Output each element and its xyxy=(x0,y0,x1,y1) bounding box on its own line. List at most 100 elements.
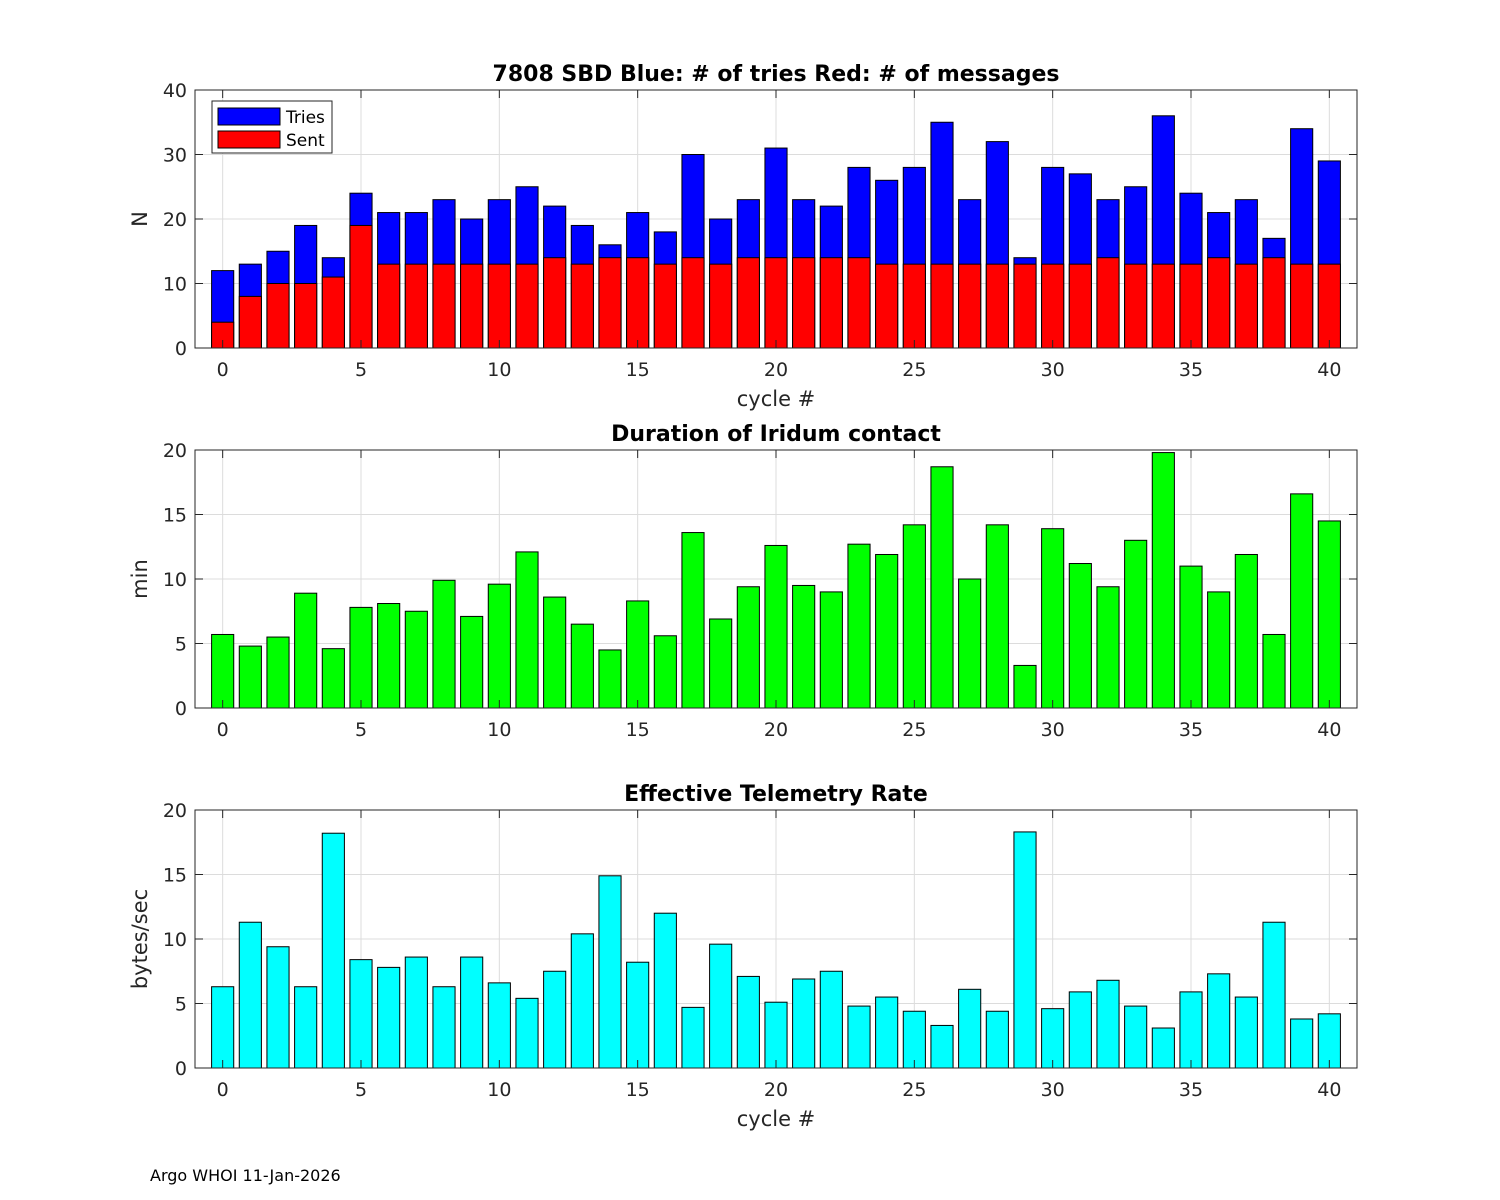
y-tick-label: 20 xyxy=(163,209,187,231)
x-axis-label: cycle # xyxy=(737,1107,816,1131)
y-tick-label: 30 xyxy=(163,145,187,167)
bar-duration-34 xyxy=(1151,452,1175,709)
bar-sent-34 xyxy=(1151,263,1175,349)
x-tick-label: 35 xyxy=(1179,359,1203,381)
x-tick-label: 30 xyxy=(1041,1079,1065,1101)
bar-rate-34 xyxy=(1151,1027,1175,1069)
bar-sent-13 xyxy=(570,263,594,349)
y-tick-label: 20 xyxy=(163,800,187,822)
bar-duration-21 xyxy=(792,584,816,709)
legend-label-tries: Tries xyxy=(285,108,325,128)
footer-credit: Argo WHOI 11-Jan-2026 xyxy=(150,1166,341,1185)
bar-sent-7 xyxy=(404,263,428,349)
x-tick-label: 5 xyxy=(355,1079,367,1101)
y-axis-label: bytes/sec xyxy=(128,889,152,989)
bar-duration-33 xyxy=(1124,539,1148,709)
bar-duration-6 xyxy=(377,603,401,709)
bar-sent-2 xyxy=(266,283,290,349)
bar-duration-36 xyxy=(1207,591,1231,709)
bar-duration-22 xyxy=(819,591,843,709)
y-tick-label: 0 xyxy=(175,698,187,720)
y-tick-label: 15 xyxy=(163,865,187,887)
bar-duration-26 xyxy=(930,466,954,709)
bar-duration-39 xyxy=(1290,493,1314,709)
bar-rate-28 xyxy=(985,1010,1009,1069)
bar-rate-14 xyxy=(598,875,622,1069)
bar-rate-36 xyxy=(1207,973,1231,1069)
bar-duration-20 xyxy=(764,544,788,709)
x-tick-label: 10 xyxy=(487,719,511,741)
bar-duration-4 xyxy=(321,648,345,709)
bar-duration-5 xyxy=(349,606,373,709)
y-tick-label: 0 xyxy=(175,1058,187,1080)
x-tick-label: 20 xyxy=(764,719,788,741)
bar-rate-20 xyxy=(764,1001,788,1069)
bar-sent-6 xyxy=(377,263,401,349)
bar-duration-35 xyxy=(1179,565,1203,709)
y-axis-label: N xyxy=(128,211,152,227)
bar-rate-37 xyxy=(1234,996,1258,1069)
bar-duration-1 xyxy=(238,645,262,709)
x-tick-label: 20 xyxy=(764,359,788,381)
bar-sent-27 xyxy=(958,263,982,349)
bar-rate-0 xyxy=(211,986,235,1069)
bar-sent-38 xyxy=(1262,257,1286,349)
bar-rate-35 xyxy=(1179,991,1203,1069)
bar-sent-12 xyxy=(543,257,567,349)
bar-sent-37 xyxy=(1234,263,1258,349)
x-tick-label: 40 xyxy=(1317,359,1341,381)
bar-duration-30 xyxy=(1041,528,1065,709)
bar-rate-27 xyxy=(958,988,982,1069)
bar-rate-11 xyxy=(515,997,539,1069)
bar-sent-39 xyxy=(1290,263,1314,349)
bar-rate-13 xyxy=(570,933,594,1069)
bar-duration-37 xyxy=(1234,553,1258,709)
bar-rate-6 xyxy=(377,966,401,1069)
bar-sent-33 xyxy=(1124,263,1148,349)
x-tick-label: 10 xyxy=(487,1079,511,1101)
legend-label-sent: Sent xyxy=(286,131,325,151)
bar-rate-21 xyxy=(792,978,816,1069)
bar-sent-32 xyxy=(1096,257,1120,349)
chart-title: Effective Telemetry Rate xyxy=(624,782,928,807)
legend: Tries Sent xyxy=(211,100,333,154)
bar-sent-14 xyxy=(598,257,622,349)
bar-sent-4 xyxy=(321,276,345,349)
bar-duration-25 xyxy=(902,524,926,709)
bar-rate-8 xyxy=(432,986,456,1069)
bar-rate-10 xyxy=(487,982,511,1069)
x-tick-label: 40 xyxy=(1317,1079,1341,1101)
bar-sent-40 xyxy=(1317,263,1341,349)
bar-rate-17 xyxy=(681,1006,705,1069)
bar-sent-31 xyxy=(1068,263,1092,349)
chart-panel-2: 0 5 10 15 20 25 30 35 40 0 5 10 15 20 Duration of Irid… xyxy=(128,422,1358,741)
x-tick-label: 0 xyxy=(217,1079,229,1101)
x-tick-label: 10 xyxy=(487,359,511,381)
bar-duration-19 xyxy=(736,586,760,709)
x-tick-label: 25 xyxy=(902,1079,926,1101)
bar-sent-22 xyxy=(819,257,843,349)
bar-duration-23 xyxy=(847,543,871,709)
bar-rate-1 xyxy=(238,921,262,1069)
bar-duration-15 xyxy=(626,600,650,709)
y-tick-label: 20 xyxy=(163,440,187,462)
y-tick-label: 10 xyxy=(163,929,187,951)
bar-duration-32 xyxy=(1096,586,1120,709)
chart-panel-1: 0 5 10 15 20 25 30 35 40 0 10 20 30 40 7808 SBD Blue: … xyxy=(128,62,1358,411)
bar-duration-28 xyxy=(985,524,1009,709)
bar-sent-5 xyxy=(349,224,373,349)
x-tick-label: 35 xyxy=(1179,719,1203,741)
bar-sent-36 xyxy=(1207,257,1231,349)
bar-duration-16 xyxy=(653,635,677,709)
x-axis-label: cycle # xyxy=(737,387,816,411)
bar-duration-29 xyxy=(1013,664,1037,709)
bar-duration-24 xyxy=(875,553,899,709)
bar-sent-11 xyxy=(515,263,539,349)
bar-rate-38 xyxy=(1262,921,1286,1069)
bar-rate-31 xyxy=(1068,991,1092,1069)
bar-sent-23 xyxy=(847,257,871,349)
bar-sent-25 xyxy=(902,263,926,349)
x-tick-label: 40 xyxy=(1317,719,1341,741)
x-tick-label: 25 xyxy=(902,359,926,381)
